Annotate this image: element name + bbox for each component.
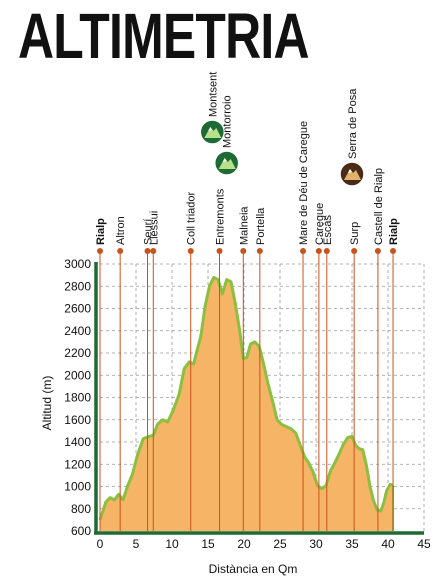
y-axis-label: Altitud (m) [40, 376, 54, 431]
summit-icon-mountain [204, 127, 222, 138]
location-label: Castell de Rialp [373, 168, 385, 245]
x-tick-label: 25 [273, 537, 287, 551]
x-tick-label: 45 [417, 537, 431, 551]
location-label: Altron [115, 216, 127, 245]
location-marker-dot [256, 248, 263, 254]
x-tick-label: 5 [133, 537, 140, 551]
location-label: Portella [255, 207, 267, 245]
y-tick-label: 1000 [64, 480, 91, 494]
axes [94, 262, 424, 535]
brown-mountain-icon [339, 161, 365, 187]
summit-icon-mountain [344, 169, 361, 180]
summit-label: Serra de Posa [347, 88, 359, 159]
location-marker-dot [300, 248, 307, 254]
location-label: Escàs [322, 215, 334, 245]
location-marker-dot [390, 248, 397, 254]
green-mountain-icon [199, 119, 226, 145]
profile-fill [100, 277, 394, 531]
y-tick-label: 1200 [64, 457, 91, 471]
y-tick-label: 1800 [64, 391, 91, 405]
y-tick-label: 1400 [64, 435, 91, 449]
x-tick-label: 35 [345, 537, 359, 551]
location-label: Mare de Déu de Caregue [298, 121, 310, 245]
location-leaders [97, 248, 397, 531]
location-label: Seurí [143, 219, 155, 245]
x-tick-label: 40 [381, 537, 395, 551]
location-marker-dot [216, 248, 223, 254]
green-mountain-icon [213, 150, 240, 176]
summit-icon-mountain [218, 158, 236, 169]
location-marker-dot [374, 248, 381, 254]
y-tick-label: 800 [71, 502, 91, 516]
x-axis-label: Distància en Qm [209, 562, 298, 576]
x-tick-label: 0 [97, 537, 104, 551]
x-tick-label: 30 [309, 537, 323, 551]
location-marker-dot [144, 248, 151, 254]
summit-icon-snow [348, 169, 352, 173]
location-marker-dot [187, 248, 194, 254]
location-marker-dot [351, 248, 358, 254]
y-tick-label: 1600 [64, 413, 91, 427]
location-marker-dot [323, 248, 330, 254]
y-tick-label: 600 [71, 524, 91, 538]
y-tick-label: 2800 [64, 279, 91, 293]
summit-label: Montorroio [222, 95, 234, 148]
x-tick-label: 15 [201, 537, 215, 551]
summit-icon-snow [222, 158, 227, 162]
y-tick-label: 3000 [64, 257, 91, 271]
location-label: Surp [349, 222, 361, 245]
location-label: Rialp [95, 218, 107, 245]
y-tick-label: 2000 [64, 368, 91, 382]
profile-area [98, 275, 395, 531]
location-marker-dot [97, 248, 103, 254]
x-tick-label: 10 [165, 537, 179, 551]
location-marker-dot [117, 248, 124, 254]
location-label: Coll triador [186, 191, 198, 245]
location-marker-dot [240, 248, 247, 254]
location-label: Malneia [238, 206, 250, 245]
location-label: Entremonts [215, 188, 227, 245]
location-label: Llessui [148, 211, 160, 245]
x-tick-label: 20 [237, 537, 251, 551]
location-label: Rialp [388, 218, 400, 245]
summit-label: Montsent [207, 72, 219, 117]
tick-labels: 600 800 1000 1200 1400 1600 1800 2000 2200 2400 26… [64, 257, 431, 551]
location-marker-dot [150, 248, 157, 254]
y-tick-label: 2400 [64, 324, 91, 338]
summit-icon-snow [208, 127, 213, 131]
page-title: ALTIMETRIA [18, 0, 310, 72]
y-tick-label: 2200 [64, 346, 91, 360]
location-label: Caregue [314, 203, 326, 245]
y-tick-label: 2600 [64, 302, 91, 316]
location-marker-dot [315, 248, 322, 254]
